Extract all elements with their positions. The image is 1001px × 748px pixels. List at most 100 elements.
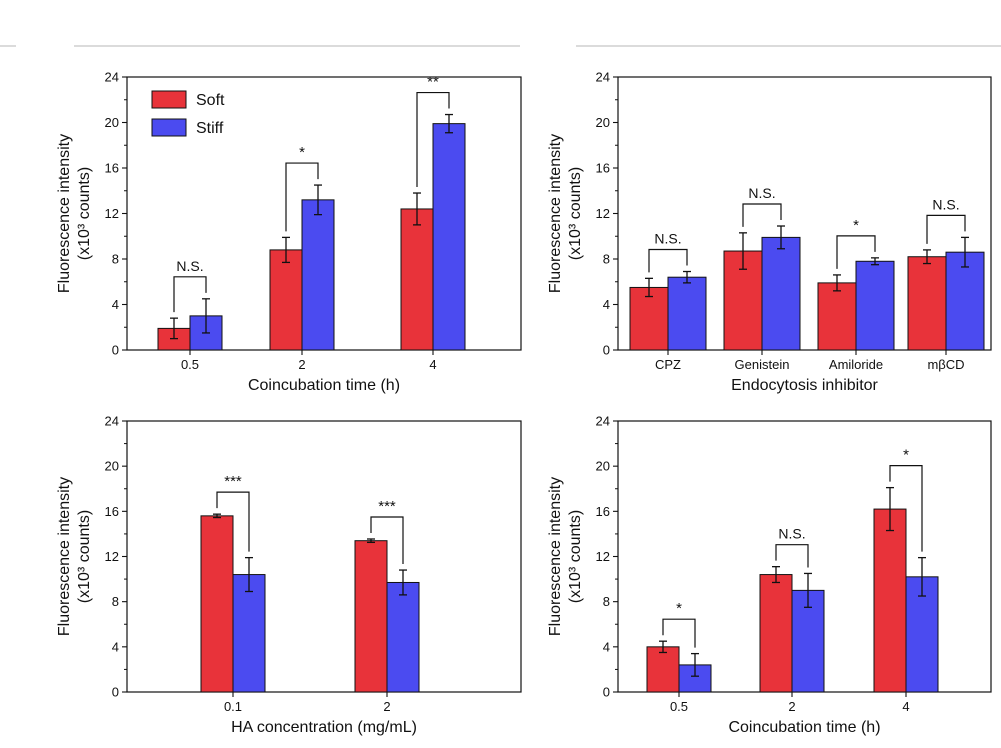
bar-soft [400, 208, 434, 351]
x-tick-label: 0.5 [181, 357, 199, 372]
x-tick-label: 0.1 [224, 699, 242, 714]
chart-panel-bottom-left: 0 4 8 12 16 20 24 Fluorescence intensity (x10³ c… [56, 414, 522, 736]
y-axis-label: Fluorescence intensity [56, 477, 73, 636]
bar-stiff [386, 581, 420, 693]
bar-stiff [301, 199, 335, 351]
y-axis-label: Fluorescence intensity [56, 134, 73, 293]
y-axis-unit-label: (x10³ counts) [567, 167, 584, 260]
bar-soft [759, 574, 793, 693]
bar-soft [817, 282, 857, 351]
significance-bracket [889, 465, 923, 552]
y-tick-label: 4 [603, 639, 610, 654]
y-tick-label: 24 [596, 414, 610, 429]
y-tick-label: 20 [105, 459, 119, 474]
x-tick-label: Amiloride [829, 357, 883, 372]
significance-label: * [903, 447, 909, 464]
bar-soft [629, 286, 669, 351]
y-tick-label: 8 [112, 594, 119, 609]
significance-bracket [416, 91, 450, 188]
bar-stiff [761, 236, 801, 351]
y-tick-label: 0 [603, 343, 610, 358]
significance-label: *** [378, 498, 396, 515]
y-tick-label: 4 [112, 639, 119, 654]
y-tick-label: 24 [596, 70, 610, 85]
plot-frame [126, 420, 522, 693]
bar-soft [200, 515, 234, 693]
y-tick-label: 8 [603, 594, 610, 609]
y-tick-label: 24 [105, 70, 119, 85]
y-axis-unit-label: (x10³ counts) [76, 167, 93, 260]
legend-swatch-soft [151, 90, 187, 109]
y-axis-unit-label: (x10³ counts) [76, 510, 93, 603]
y-tick-label: 16 [105, 504, 119, 519]
significance-label: N.S. [778, 526, 805, 542]
x-tick-label: CPZ [655, 357, 681, 372]
y-tick-label: 4 [112, 297, 119, 312]
y-axis-label: Fluorescence intensity [547, 134, 564, 293]
significance-label: ** [427, 74, 439, 91]
y-tick-label: 16 [596, 161, 610, 176]
significance-bracket [926, 214, 966, 244]
y-tick-label: 0 [112, 343, 119, 358]
y-tick-label: 12 [105, 549, 119, 564]
x-tick-label: mβCD [927, 357, 964, 372]
x-tick-label: 2 [788, 699, 795, 714]
y-tick-label: 0 [112, 685, 119, 700]
x-axis-label: HA concentration (mg/mL) [231, 719, 417, 736]
y-tick-label: 12 [596, 206, 610, 221]
y-tick-label: 0 [603, 685, 610, 700]
bar-stiff [232, 574, 266, 693]
y-tick-label: 16 [596, 504, 610, 519]
significance-bracket [662, 618, 696, 648]
significance-label: N.S. [654, 231, 681, 247]
y-axis-unit-label: (x10³ counts) [567, 510, 584, 603]
legend-label-stiff: Stiff [196, 120, 224, 137]
significance-bracket [648, 248, 688, 273]
x-tick-label: 4 [902, 699, 909, 714]
bar-soft [354, 540, 388, 693]
y-tick-label: 12 [596, 549, 610, 564]
x-tick-label: 2 [298, 357, 305, 372]
x-axis-label: Coincubation time (h) [248, 377, 400, 394]
significance-label: * [299, 144, 305, 161]
y-tick-label: 4 [603, 297, 610, 312]
x-tick-label: 2 [383, 699, 390, 714]
significance-label: N.S. [176, 258, 203, 274]
bar-soft [646, 646, 680, 693]
significance-label: *** [224, 473, 242, 490]
x-tick-label: 0.5 [670, 699, 688, 714]
y-tick-label: 12 [105, 206, 119, 221]
x-axis-label: Coincubation time (h) [728, 719, 880, 736]
y-tick-label: 20 [596, 115, 610, 130]
y-tick-label: 8 [603, 252, 610, 267]
significance-label: N.S. [932, 196, 959, 212]
legend-swatch-stiff [151, 118, 187, 137]
y-tick-label: 24 [105, 414, 119, 429]
significance-bracket [173, 276, 207, 313]
chart-panel-top-right: 0 4 8 12 16 20 24 Fluorescence intensity (x10³ c… [547, 70, 992, 394]
y-tick-label: 20 [105, 115, 119, 130]
bar-stiff [432, 123, 466, 351]
legend-label-soft: Soft [196, 92, 225, 109]
significance-label: * [853, 217, 859, 234]
legend: Soft Stiff [151, 90, 225, 137]
x-axis-label: Endocytosis inhibitor [731, 377, 878, 394]
bar-soft [873, 508, 907, 693]
bar-soft [269, 249, 303, 351]
significance-bracket [216, 491, 250, 552]
significance-bracket [370, 516, 404, 565]
significance-label: N.S. [748, 185, 775, 201]
x-tick-label: Genistein [735, 357, 790, 372]
y-tick-label: 20 [596, 459, 610, 474]
y-axis-label: Fluorescence intensity [547, 477, 564, 636]
bar-stiff [855, 260, 895, 351]
significance-bracket [836, 235, 876, 269]
significance-bracket [285, 162, 319, 232]
y-tick-label: 16 [105, 161, 119, 176]
bar-stiff [667, 276, 707, 351]
significance-label: * [676, 600, 682, 617]
